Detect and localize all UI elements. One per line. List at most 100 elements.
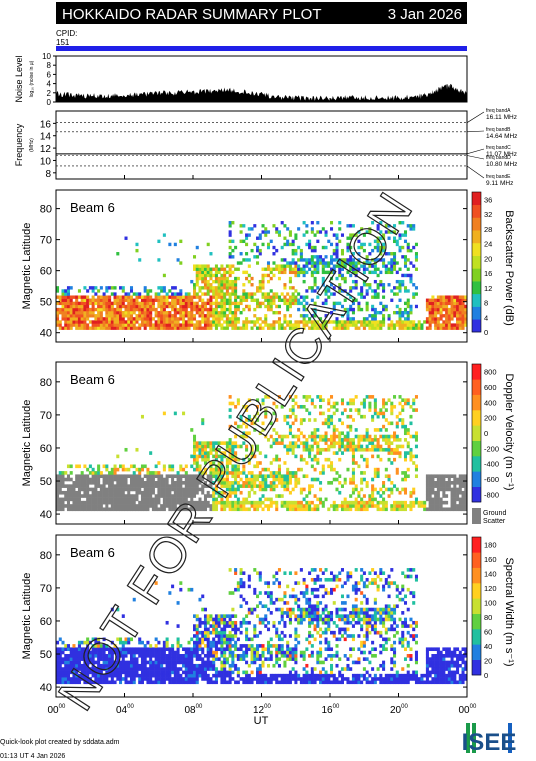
width-cell	[124, 650, 128, 655]
velocity-cell	[310, 444, 314, 449]
power-cell	[382, 264, 386, 268]
velocity-cell	[206, 451, 210, 455]
width-cell	[220, 620, 224, 625]
power-cell	[132, 323, 136, 327]
width-cell	[239, 654, 243, 658]
velocity-cell	[149, 490, 153, 495]
power-cell	[338, 270, 342, 275]
power-cell	[291, 292, 295, 296]
width-cell	[140, 663, 144, 668]
velocity-cell	[75, 474, 79, 479]
velocity-cell	[66, 507, 70, 512]
velocity-cell	[291, 408, 295, 412]
power-cell	[313, 310, 317, 315]
width-cell	[94, 677, 98, 681]
power-cell	[66, 301, 70, 306]
width-cell	[99, 650, 103, 655]
power-cell	[330, 227, 334, 231]
velocity-cell	[387, 447, 391, 452]
velocity-cell	[365, 444, 369, 449]
power-cell	[335, 264, 339, 268]
velocity-cell	[173, 504, 177, 508]
width-cell	[110, 663, 114, 668]
power-cell	[217, 323, 221, 327]
power-cell	[330, 258, 334, 262]
power-cell	[193, 295, 197, 299]
power-cell	[119, 314, 123, 318]
velocity-cell	[379, 487, 383, 492]
power-cell	[75, 298, 79, 302]
power-cell	[398, 245, 402, 250]
velocity-cell	[209, 461, 213, 465]
power-cell	[420, 326, 424, 330]
velocity-cell	[236, 504, 240, 508]
power-cell	[302, 295, 306, 299]
velocity-cell	[129, 474, 134, 479]
power-cell	[324, 245, 328, 250]
width-cell	[97, 673, 101, 678]
width-cell	[247, 680, 251, 685]
velocity-cell	[110, 487, 114, 492]
velocity-cell	[414, 467, 418, 472]
width-cell	[242, 571, 246, 575]
power-cell	[225, 283, 229, 287]
velocity-cell	[102, 464, 106, 469]
power-cell	[310, 320, 314, 324]
power-cell	[335, 252, 339, 256]
power-cell	[231, 320, 235, 324]
power-cell	[58, 326, 62, 330]
velocity-cell	[338, 481, 342, 485]
velocity-cell	[406, 444, 410, 449]
width-cell	[234, 640, 238, 645]
velocity-cell	[69, 471, 73, 475]
power-cell	[231, 310, 235, 315]
width-cell	[206, 647, 210, 652]
velocity-cell	[357, 490, 361, 495]
velocity-cell	[228, 441, 232, 445]
power-cell	[179, 301, 183, 306]
width-cell	[280, 647, 284, 652]
power-cell	[349, 264, 353, 268]
width-cell	[231, 620, 235, 625]
power-cell	[64, 314, 68, 318]
velocity-cell	[209, 464, 213, 469]
power-cell	[184, 307, 188, 312]
width-cell	[69, 660, 73, 665]
power-cell	[110, 301, 114, 306]
power-cell	[209, 301, 213, 306]
power-cell	[165, 298, 169, 302]
power-cell	[297, 292, 301, 296]
power-cell	[225, 279, 229, 284]
velocity-cell	[173, 487, 177, 492]
velocity-cell	[382, 398, 386, 402]
power-cell	[157, 292, 161, 296]
power-cell	[231, 323, 235, 327]
velocity-cell	[291, 398, 295, 402]
velocity-cell	[212, 461, 216, 465]
width-cell	[121, 650, 125, 655]
width-cell	[261, 644, 265, 648]
width-cell	[214, 657, 218, 661]
width-cell	[195, 647, 199, 652]
width-cell	[160, 660, 164, 665]
power-cell	[403, 264, 408, 268]
power-cell	[379, 236, 383, 240]
width-cell	[129, 663, 134, 668]
power-cell	[86, 298, 90, 302]
velocity-cell	[171, 477, 175, 482]
power-cell	[308, 245, 312, 250]
velocity-cell	[58, 487, 62, 492]
velocity-cell	[119, 481, 123, 485]
velocity-cell	[357, 494, 361, 498]
velocity-cell	[108, 484, 112, 488]
velocity-cell	[384, 428, 388, 432]
velocity-cell	[234, 441, 238, 445]
power-cell	[245, 295, 249, 299]
width-cell	[91, 657, 95, 661]
power-cell	[75, 301, 79, 306]
velocity-cell	[395, 487, 399, 492]
power-cell	[403, 239, 408, 244]
velocity-cell	[261, 487, 265, 492]
power-cell	[250, 326, 254, 330]
width-cell	[176, 654, 180, 658]
